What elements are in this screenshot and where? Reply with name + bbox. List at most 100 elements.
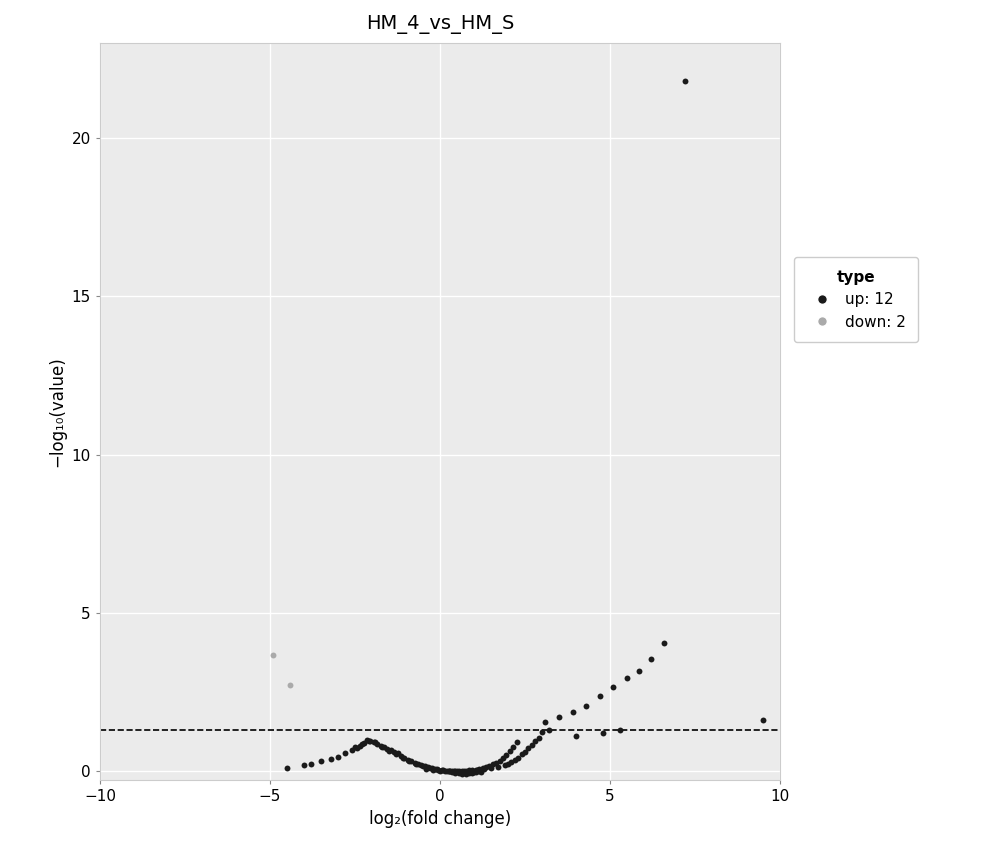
Point: [410, 757, 426, 771]
Point: [349, 741, 365, 755]
Point: [444, 764, 460, 778]
Point: [656, 636, 672, 649]
Point: [508, 735, 524, 749]
Point: [478, 760, 494, 774]
Point: [427, 762, 443, 776]
Point: [461, 766, 477, 780]
Point: [454, 767, 470, 781]
Point: [505, 740, 521, 754]
Point: [490, 760, 506, 774]
Point: [369, 737, 385, 751]
Point: [592, 689, 608, 703]
Point: [464, 763, 480, 777]
Point: [362, 733, 378, 747]
Point: [568, 729, 584, 743]
Point: [356, 736, 372, 750]
Point: [447, 764, 463, 778]
Point: [492, 753, 507, 767]
Point: [435, 763, 451, 777]
Point: [437, 764, 453, 778]
Point: [313, 754, 329, 768]
Point: [471, 765, 487, 779]
X-axis label: log₂(fold change): log₂(fold change): [369, 810, 511, 828]
Point: [595, 726, 611, 740]
Point: [446, 765, 462, 779]
Point: [422, 760, 438, 774]
Point: [386, 745, 402, 759]
Point: [372, 739, 388, 753]
Point: [303, 757, 319, 771]
Point: [471, 762, 487, 776]
Legend: up: 12, down: 2: up: 12, down: 2: [794, 257, 918, 342]
Point: [541, 723, 557, 737]
Point: [420, 760, 436, 774]
Point: [483, 761, 499, 775]
Point: [507, 753, 523, 766]
Point: [390, 746, 406, 760]
Point: [395, 751, 411, 765]
Point: [352, 739, 368, 753]
Point: [376, 740, 392, 753]
Point: [612, 723, 628, 737]
Point: [463, 764, 479, 778]
Point: [383, 743, 399, 757]
Point: [408, 757, 424, 771]
Point: [524, 738, 540, 752]
Point: [497, 758, 513, 772]
Point: [424, 760, 440, 774]
Point: [619, 670, 635, 684]
Point: [413, 758, 429, 772]
Point: [265, 649, 281, 662]
Point: [485, 758, 501, 772]
Point: [381, 744, 397, 758]
Point: [605, 680, 621, 694]
Point: [367, 735, 383, 749]
Point: [403, 754, 419, 768]
Point: [514, 747, 530, 761]
Point: [418, 762, 434, 776]
Point: [452, 766, 468, 779]
Point: [474, 761, 490, 775]
Point: [500, 757, 516, 771]
Point: [466, 766, 482, 779]
Point: [495, 751, 511, 765]
Point: [473, 765, 489, 779]
Point: [440, 765, 456, 779]
Point: [406, 756, 423, 770]
Point: [537, 715, 553, 729]
Point: [379, 742, 395, 756]
Point: [439, 764, 455, 778]
Point: [393, 749, 409, 763]
Point: [401, 753, 417, 767]
Point: [468, 766, 484, 779]
Point: [461, 764, 477, 778]
Point: [510, 751, 526, 765]
Point: [323, 752, 339, 766]
Point: [434, 764, 450, 778]
Point: [440, 764, 456, 778]
Point: [565, 706, 581, 720]
Point: [503, 755, 519, 769]
Point: [517, 745, 533, 759]
Point: [534, 726, 550, 740]
Point: [430, 763, 446, 777]
Point: [447, 766, 463, 779]
Point: [459, 766, 475, 779]
Point: [551, 710, 567, 724]
Title: HM_4_vs_HM_S: HM_4_vs_HM_S: [366, 16, 514, 35]
Point: [527, 733, 543, 747]
Point: [359, 733, 375, 746]
Point: [396, 751, 412, 765]
Point: [498, 748, 514, 762]
Point: [451, 766, 467, 780]
Point: [337, 746, 353, 760]
Point: [469, 763, 485, 777]
Point: [481, 759, 497, 772]
Point: [643, 652, 659, 666]
Point: [400, 753, 416, 766]
Point: [442, 764, 458, 778]
Point: [361, 733, 377, 747]
Point: [388, 747, 404, 761]
Point: [502, 744, 518, 758]
Point: [415, 759, 431, 773]
